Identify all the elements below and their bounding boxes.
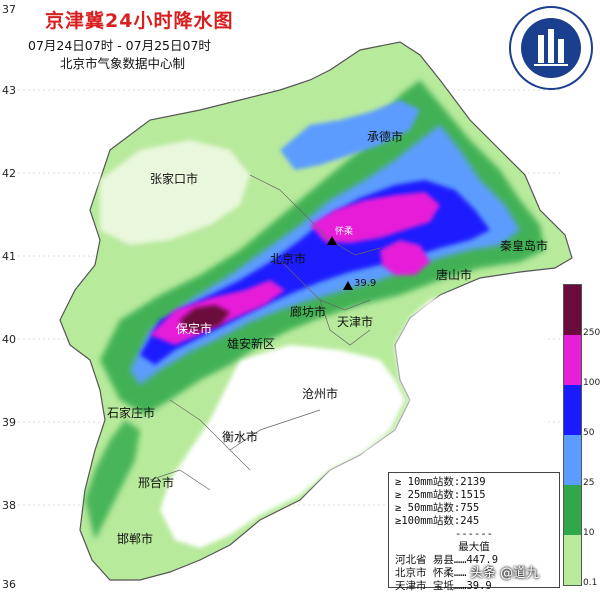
- city-tangshan: 唐山市: [436, 268, 473, 282]
- baodi-value: 39.9: [354, 278, 377, 289]
- legend-swatch-250: [564, 285, 581, 335]
- city-baoding: 保定市: [176, 322, 213, 336]
- baodi-marker-icon: [343, 281, 353, 290]
- data-source: 北京市气象数据中心制: [60, 56, 186, 71]
- lat-tick-37: 37: [2, 3, 16, 16]
- station-stats-box: ≥ 10mm站数:2139 ≥ 25mm站数:1515 ≥ 50mm站数:755…: [388, 472, 560, 592]
- city-chengde: 承德市: [367, 130, 404, 144]
- map-title: 京津冀24小时降水图: [45, 10, 234, 32]
- rain-100mm-north: [310, 192, 440, 243]
- stat-100mm: ≥100mm站数:245: [395, 515, 480, 527]
- time-period: 07月24日07时 - 07月25日07时: [28, 38, 211, 53]
- color-legend: [563, 284, 582, 586]
- dry-zone-northwest: [100, 140, 250, 245]
- city-cangzhou: 沧州市: [302, 387, 339, 401]
- city-zhangjiakou: 张家口市: [150, 172, 199, 186]
- lat-tick-39: 39: [2, 416, 16, 429]
- rain-250mm: [180, 305, 230, 332]
- city-handan: 邯郸市: [117, 532, 154, 546]
- legend-label-25: 25: [583, 478, 595, 488]
- watermark: 头条 @道九: [470, 566, 540, 581]
- stat-max-tianjin: 天津市 宝坻……39.9: [395, 580, 492, 592]
- lat-tick-41: 41: [2, 250, 16, 263]
- dry-zone-south: [160, 345, 405, 548]
- lat-tick-42: 42: [2, 167, 16, 180]
- lat-tick-40: 40: [2, 333, 16, 346]
- stat-25mm: ≥ 25mm站数:1515: [395, 489, 486, 501]
- stat-divider: ------: [455, 528, 493, 540]
- city-shijiazhuang: 石家庄市: [107, 406, 156, 420]
- city-hengshui: 衡水市: [222, 430, 259, 444]
- legend-swatch-25: [564, 435, 581, 485]
- lat-tick-43: 43: [2, 84, 16, 97]
- stat-10mm: ≥ 10mm站数:2139: [395, 476, 486, 488]
- city-langfang: 廊坊市: [290, 305, 327, 319]
- huairou-label: 怀柔: [335, 227, 354, 237]
- rain-25mm-north: [280, 100, 420, 170]
- legend-swatch-0: [564, 535, 581, 585]
- legend-label-50: 50: [583, 428, 595, 438]
- legend-swatch-100: [564, 335, 581, 385]
- legend-label-250: 250: [583, 328, 600, 338]
- city-tianjin: 天津市: [337, 315, 374, 329]
- city-beijing: 北京市: [270, 252, 307, 266]
- rain-10mm-south: [85, 420, 140, 540]
- city-xiongan: 雄安新区: [227, 337, 276, 351]
- lat-tick-36: 36: [2, 578, 16, 591]
- stat-max-hebei: 河北省 易县……447.9: [395, 554, 499, 566]
- legend-swatch-50: [564, 385, 581, 435]
- stat-max-title: 最大值: [458, 541, 490, 553]
- stat-max-beijing: 北京市 怀柔……: [395, 567, 467, 579]
- city-xingtai: 邢台市: [138, 476, 175, 490]
- stat-50mm: ≥ 50mm站数:755: [395, 502, 480, 514]
- meteorological-service-emblem-icon: [509, 6, 593, 90]
- legend-label-100: 100: [583, 378, 600, 388]
- legend-label-0-1: 0.1: [583, 578, 598, 588]
- rain-100mm-east: [380, 240, 430, 275]
- legend-label-10: 10: [583, 528, 595, 538]
- legend-swatch-10: [564, 485, 581, 535]
- admin-boundaries: [149, 174, 381, 491]
- city-qinhuangdao: 秦皇岛市: [500, 239, 549, 253]
- dry-zone-southeast: [360, 282, 545, 470]
- huairou-marker-icon: [327, 236, 337, 245]
- lat-tick-38: 38: [2, 499, 16, 512]
